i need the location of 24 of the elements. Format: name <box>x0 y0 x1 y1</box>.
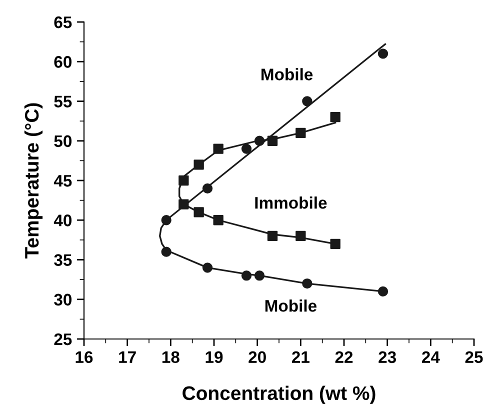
x-tick-label: 17 <box>119 351 136 363</box>
y-tick-label: 45 <box>54 175 72 187</box>
annotation: Mobile <box>265 300 317 312</box>
y-tick-label: 25 <box>54 333 72 346</box>
y-tick-label: 35 <box>54 254 72 266</box>
x-tick-label: 21 <box>292 351 310 363</box>
x-tick-label: 23 <box>378 351 396 364</box>
y-tick-label: 50 <box>54 135 72 148</box>
y-tick-label: 40 <box>54 214 72 226</box>
x-tick-label: 25 <box>465 351 483 364</box>
x-tick-label: 22 <box>335 351 353 363</box>
y-tick-label: 65 <box>54 16 72 28</box>
x-tick-label: 16 <box>76 351 93 364</box>
x-tick-label: 18 <box>162 351 180 364</box>
annotation: Immobile <box>255 196 327 209</box>
y-tick-label: 30 <box>54 294 72 306</box>
y-tick-label: 60 <box>54 56 72 68</box>
y-tick-label: 55 <box>54 96 72 108</box>
x-tick-label: 24 <box>422 351 440 363</box>
y-axis-title: Temperature (°C) <box>24 103 43 259</box>
x-tick-label: 20 <box>248 351 266 364</box>
annotation: Mobile <box>262 68 313 80</box>
x-tick-label: 19 <box>206 351 223 364</box>
x-axis-title: Concentration (wt %) <box>182 386 376 404</box>
